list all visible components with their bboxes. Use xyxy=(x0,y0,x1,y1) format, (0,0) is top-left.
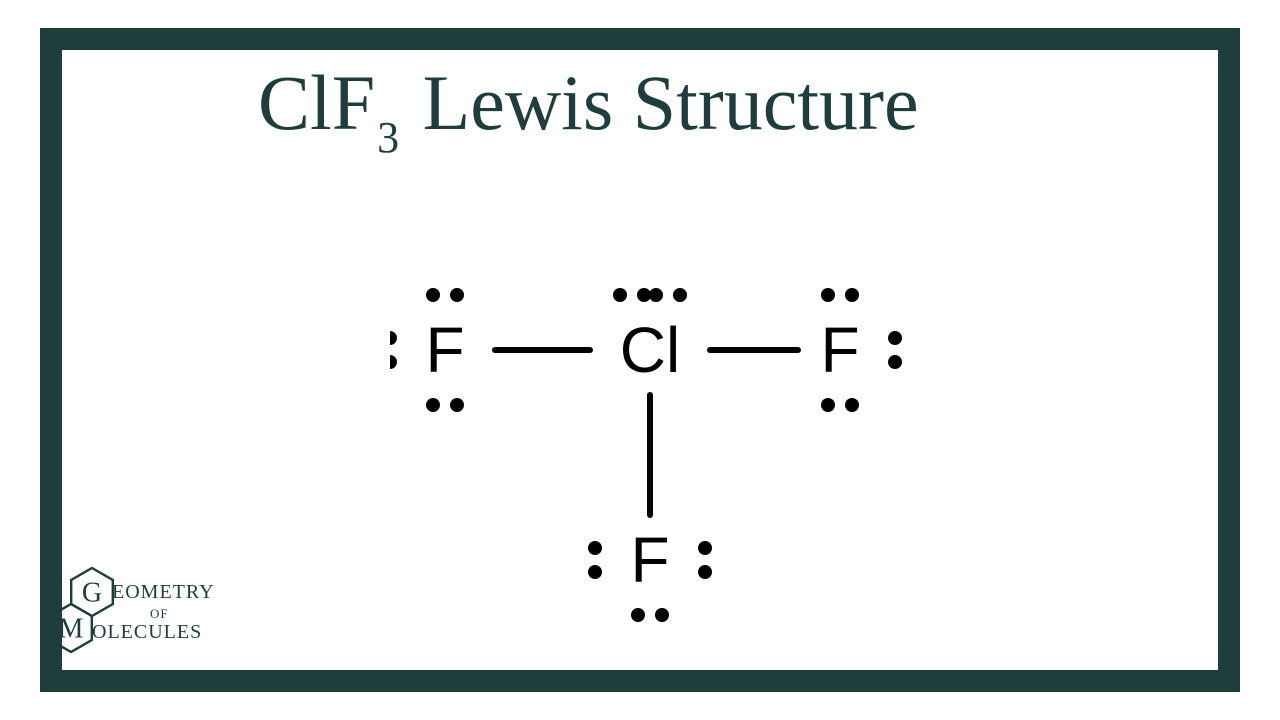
page-title: ClF3 Lewis Structure xyxy=(258,58,919,148)
svg-text:F: F xyxy=(425,314,464,386)
svg-text:M: M xyxy=(62,614,84,645)
title-post: Lewis Structure xyxy=(403,59,919,146)
svg-text:OF: OF xyxy=(150,606,169,621)
lewis-structure-diagram: Cl F F F xyxy=(390,235,910,635)
svg-text:EOMETRY: EOMETRY xyxy=(112,581,215,603)
title-formula-pre: ClF xyxy=(258,59,375,146)
hexagon-icon: GM EOMETRY OFOLECULES xyxy=(62,560,292,680)
svg-text:Cl: Cl xyxy=(620,314,680,386)
svg-text:G: G xyxy=(82,578,102,609)
svg-text:F: F xyxy=(820,314,859,386)
brand-logo: GM EOMETRY OFOLECULES xyxy=(62,560,292,685)
title-subscript: 3 xyxy=(377,113,399,162)
svg-text:OLECULES: OLECULES xyxy=(92,621,202,643)
svg-text:F: F xyxy=(630,524,669,596)
